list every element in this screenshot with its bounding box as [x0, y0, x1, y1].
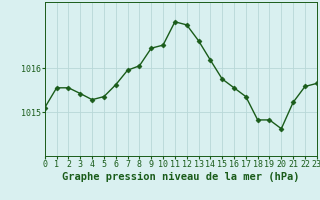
X-axis label: Graphe pression niveau de la mer (hPa): Graphe pression niveau de la mer (hPa) [62, 172, 300, 182]
